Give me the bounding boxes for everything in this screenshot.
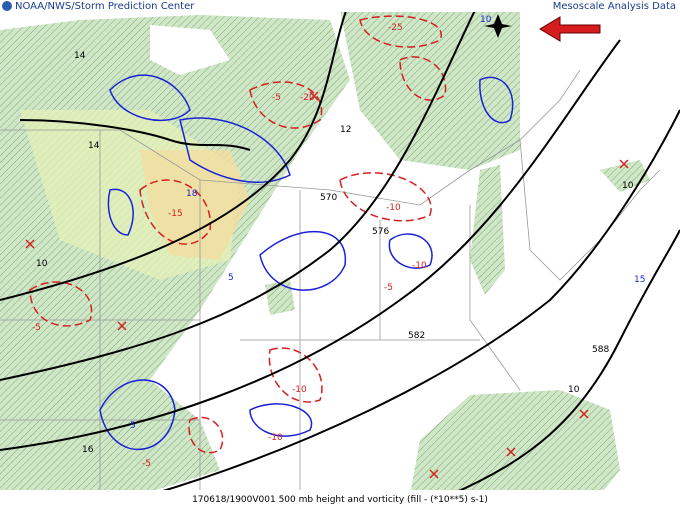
vorticity-label: 10 xyxy=(480,15,492,25)
vorticity-label: 5 xyxy=(130,421,136,431)
vorticity-label: -10 xyxy=(268,433,283,443)
labels: 570 576 582 588 14 14 10 -5 -10 -15 12 18 -20 -25 10 -5… xyxy=(32,15,645,469)
vorticity-label: 14 xyxy=(74,51,86,61)
vorticity-label: 18 xyxy=(186,189,198,199)
vorticity-label: -20 xyxy=(300,93,315,103)
vorticity-label: 14 xyxy=(88,141,100,151)
product: Mesoscale Analysis Data xyxy=(553,1,676,12)
arrow xyxy=(539,16,601,42)
height-label: 582 xyxy=(408,331,425,341)
vorticity-label: -5 xyxy=(272,93,281,103)
height-label: 588 xyxy=(592,345,609,355)
negative-vorticity xyxy=(29,15,447,454)
vorticity-label: 10 xyxy=(568,385,580,395)
vorticity-label: 10 xyxy=(36,259,48,269)
source: NOAA/NWS/Storm Prediction Center xyxy=(15,1,195,12)
vorticity-label: 5 xyxy=(228,273,234,283)
vorticity-label: -25 xyxy=(388,23,403,33)
height-label: 576 xyxy=(372,227,389,237)
vorticity-label: 12 xyxy=(340,125,351,135)
height-contours xyxy=(0,0,680,496)
vorticity-label: -5 xyxy=(142,459,151,469)
positive-vorticity xyxy=(99,74,514,451)
vorticity-label: -10 xyxy=(386,203,401,213)
vorticity-label: 16 xyxy=(82,445,94,455)
vorticity-label: -5 xyxy=(384,283,393,293)
caption: 170618/1900V001 500 mb height and vortic… xyxy=(192,495,488,505)
vorticity-label: 10 xyxy=(622,181,634,191)
footer-bar xyxy=(0,490,680,509)
star xyxy=(484,14,512,38)
vorticity-label: 15 xyxy=(634,275,645,285)
height-label: 570 xyxy=(320,193,337,203)
vorticity-label: -5 xyxy=(32,323,41,333)
vorticity-label: -10 xyxy=(412,261,427,271)
vorticity-label: -15 xyxy=(168,209,183,219)
header-bar xyxy=(0,0,680,12)
vorticity-label: -10 xyxy=(292,385,307,395)
borders xyxy=(0,69,661,500)
max-markers xyxy=(25,91,629,479)
noaa-logo xyxy=(2,1,12,11)
